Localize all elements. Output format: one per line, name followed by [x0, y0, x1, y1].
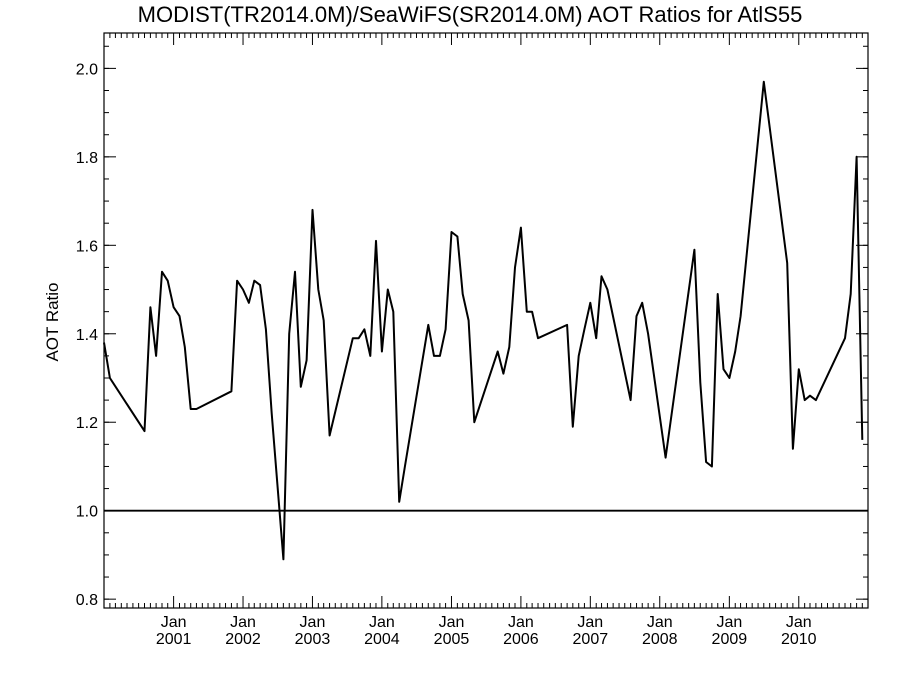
x-tick-label-year: 2009	[712, 631, 748, 648]
y-axis: 0.8 1.0 1.2 1.4 1.6 1.8 2.0	[76, 45, 868, 609]
x-tick-label-month: Jan	[161, 614, 187, 631]
y-tick-label: 1.2	[76, 415, 98, 432]
y-tick-label: 1.0	[76, 504, 98, 521]
x-tick-label-month: Jan	[230, 614, 256, 631]
x-tick-label-year: 2001	[156, 631, 192, 648]
y-tick-label: 1.4	[76, 327, 98, 344]
x-tick-label-year: 2004	[364, 631, 400, 648]
x-tick-label-month: Jan	[647, 614, 673, 631]
x-tick-label-year: 2005	[434, 631, 470, 648]
plot-border	[103, 32, 869, 609]
x-tick-label-year: 2003	[295, 631, 331, 648]
x-tick-label-month: Jan	[439, 614, 465, 631]
y-axis-label: AOT Ratio	[43, 282, 62, 361]
x-tick-label-year: 2008	[642, 631, 678, 648]
plot-frame	[103, 32, 869, 609]
x-tick-label-year: 2002	[225, 631, 261, 648]
x-tick-label-month: Jan	[716, 614, 742, 631]
series-layer	[103, 80, 864, 561]
x-tick-label-month: Jan	[369, 614, 395, 631]
y-tick-label: 0.8	[76, 592, 98, 609]
series-line	[103, 80, 864, 561]
y-tick-label: 2.0	[76, 61, 98, 78]
x-tick-label-month: Jan	[300, 614, 326, 631]
y-tick-label: 1.6	[76, 238, 98, 255]
x-tick-label-year: 2006	[503, 631, 539, 648]
x-tick-label-year: 2007	[573, 631, 609, 648]
x-tick-label-year: 2010	[781, 631, 817, 648]
x-tick-label-month: Jan	[508, 614, 534, 631]
chart-title: MODIST(TR2014.0M)/SeaWiFS(SR2014.0M) AOT…	[137, 2, 803, 27]
x-tick-label-month: Jan	[786, 614, 812, 631]
x-tick-label-month: Jan	[577, 614, 603, 631]
y-tick-label: 1.8	[76, 150, 98, 167]
x-axis: Jan2001Jan2002Jan2003Jan2004Jan2005Jan20…	[109, 33, 863, 648]
